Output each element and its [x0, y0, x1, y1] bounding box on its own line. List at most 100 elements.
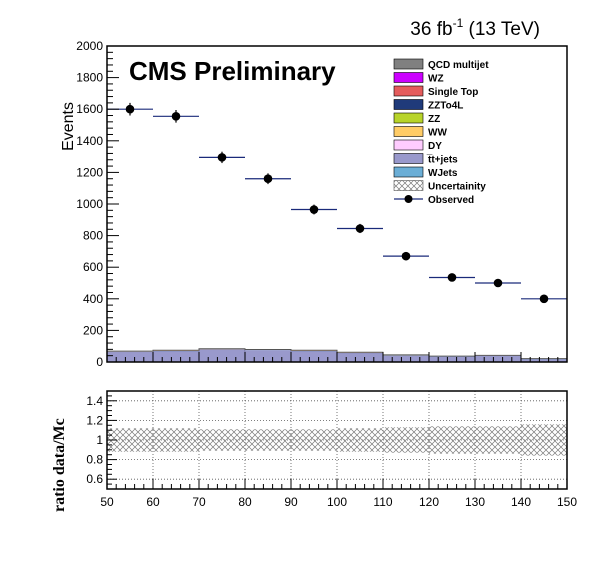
main-ytick-label-3: 600: [83, 260, 103, 274]
legend-entry-wjets: WJets: [393, 166, 458, 179]
main-ytick-label-1: 200: [83, 323, 103, 337]
main-x-axis: [106, 352, 568, 362]
ratio-y-title: ratio data/Mc: [51, 418, 68, 512]
stack-bar-t-t-jets-8: [474, 355, 522, 362]
legend-label-uncertainity: Uncertainity: [428, 182, 486, 193]
legend-entry-uncertainity: Uncertainity: [393, 180, 486, 193]
stack-bar-t-t-jets-2: [198, 349, 246, 362]
ratio-panel: 0.6 0.8 1 1.2 1.4 50 60 70 80 90 100 110 120 130 140 1…: [51, 390, 577, 512]
ratio-xtick-label-5: 100: [327, 495, 347, 509]
legend-swatch-wz: [393, 72, 424, 83]
ratio-ytick-label-3: 1.2: [86, 413, 103, 427]
stack-bar-t-t-jets-0: [107, 351, 154, 362]
ratio-band-bin-4: [291, 429, 337, 451]
legend-label-dy: DY: [428, 141, 442, 152]
observed-marker-1: [171, 112, 181, 121]
observed-point-3: [245, 173, 291, 185]
stack-bar-t-t-jets-6: [382, 355, 430, 362]
legend-label-qcd-multijet: QCD multijet: [428, 60, 489, 71]
stack-bar-t-t-jets-5: [336, 352, 384, 362]
main-ytick-label-2: 400: [83, 292, 103, 306]
main-panel: 0 200 400 600 800 1000 1200 1400 1600 1800 2000 CM…: [60, 39, 568, 369]
legend-entry-qcd-multijet: QCD multijet: [393, 58, 489, 71]
main-y-title: Events: [60, 102, 77, 151]
lumi-label: 36 fb-1 (13 TeV): [410, 16, 540, 40]
legend-entry-t-t-jets: t̅t+jets: [393, 153, 459, 166]
observed-point-8: [475, 278, 521, 288]
legend-swatch-uncertainity: [393, 180, 424, 191]
main-ytick-label-10: 2000: [76, 39, 103, 53]
ratio-xtick-label-8: 130: [465, 495, 485, 509]
legend-entry-single-top: Single Top: [393, 85, 478, 98]
observed-marker-2: [217, 153, 227, 162]
stacked-mc: [107, 348, 567, 362]
observed-marker-7: [447, 273, 457, 282]
cms-preliminary-label: CMS Preliminary: [129, 56, 336, 86]
main-ytick-label-5: 1000: [76, 197, 103, 211]
ratio-xtick-label-1: 60: [146, 495, 160, 509]
observed-point-1: [153, 109, 199, 123]
observed-marker-6: [401, 251, 411, 261]
observed-marker-8: [493, 278, 503, 288]
legend-swatch-zz: [393, 112, 424, 124]
main-ytick-label-8: 1600: [76, 102, 103, 116]
legend-label-single-top: Single Top: [428, 87, 478, 98]
main-ytick-label-4: 800: [83, 229, 103, 243]
legend-swatch-wjets: [393, 166, 424, 178]
legend-entry-observed: Observed: [394, 195, 474, 206]
legend-swatch-dy: [393, 139, 424, 151]
stack-bar-t-t-jets-1: [152, 350, 200, 362]
legend-swatch-ww: [393, 126, 424, 137]
observed-marker-5: [355, 224, 365, 233]
ratio-xtick-label-9: 140: [511, 495, 531, 509]
observed-point-7: [429, 273, 475, 282]
legend-label-ww: WW: [428, 128, 447, 139]
legend-swatch-qcd-multijet: [393, 58, 424, 70]
legend-swatch-zzto4l: [393, 99, 424, 110]
main-ytick-label-0: 0: [96, 355, 103, 369]
main-ytick-label-7: 1400: [76, 134, 103, 148]
ratio-ytick-label-0: 0.6: [86, 472, 103, 486]
main-ytick-label-6: 1200: [76, 165, 103, 179]
stack-bar-t-t-jets-7: [428, 356, 476, 362]
main-ytick-label-9: 1800: [76, 71, 103, 85]
ratio-x-axis: 50 60 70 80 90 100 110 120 130 140 150: [100, 479, 577, 509]
ratio-ytick-label-2: 1: [96, 433, 103, 447]
ratio-ytick-label-1: 0.8: [86, 453, 103, 467]
legend-entry-zzto4l: ZZTo4L: [393, 99, 463, 112]
ratio-xtick-label-7: 120: [419, 495, 439, 509]
ratio-band-bin-7: [429, 426, 475, 454]
observed-marker-4: [309, 205, 319, 214]
stack-bar-t-t-jets-3: [244, 349, 292, 362]
legend-label-wz: WZ: [428, 74, 444, 85]
ratio-uncertainty-band: [107, 424, 567, 456]
observed-point-4: [291, 204, 337, 215]
stack-bar-t-t-jets-4: [290, 350, 338, 362]
legend-entry-ww: WW: [393, 126, 447, 139]
ratio-band-bin-5: [337, 428, 383, 452]
legend: QCD multijet WZ Single Top ZZTo4L ZZ WW DY t̅t+…: [393, 58, 489, 206]
observed-marker-3: [263, 174, 273, 184]
main-y-axis: 0 200 400 600 800 1000 1200 1400 1600 1800 2000: [76, 39, 119, 369]
ratio-band-bin-3: [245, 429, 291, 451]
legend-entry-wz: WZ: [393, 72, 444, 85]
legend-label-zzto4l: ZZTo4L: [428, 101, 463, 112]
legend-label-zz: ZZ: [428, 114, 440, 125]
observed-point-6: [383, 251, 429, 261]
ratio-xtick-label-2: 70: [192, 495, 206, 509]
ratio-xtick-label-4: 90: [284, 495, 298, 509]
ratio-y-axis: 0.6 0.8 1 1.2 1.4: [86, 394, 117, 486]
main-frame: [106, 45, 568, 363]
ratio-ytick-label-4: 1.4: [86, 394, 103, 408]
legend-entry-dy: DY: [393, 139, 442, 152]
legend-label-wjets: WJets: [428, 168, 458, 179]
ratio-xtick-label-3: 80: [238, 495, 252, 509]
ratio-band-bin-2: [199, 429, 245, 451]
ratio-xtick-label-6: 110: [373, 495, 392, 509]
legend-label-t-t-jets: t̅t+jets: [427, 154, 459, 166]
ratio-band-bin-9: [521, 424, 567, 456]
observed-points: [107, 102, 567, 304]
observed-point-5: [337, 223, 383, 234]
ratio-band-bin-0: [107, 428, 153, 452]
